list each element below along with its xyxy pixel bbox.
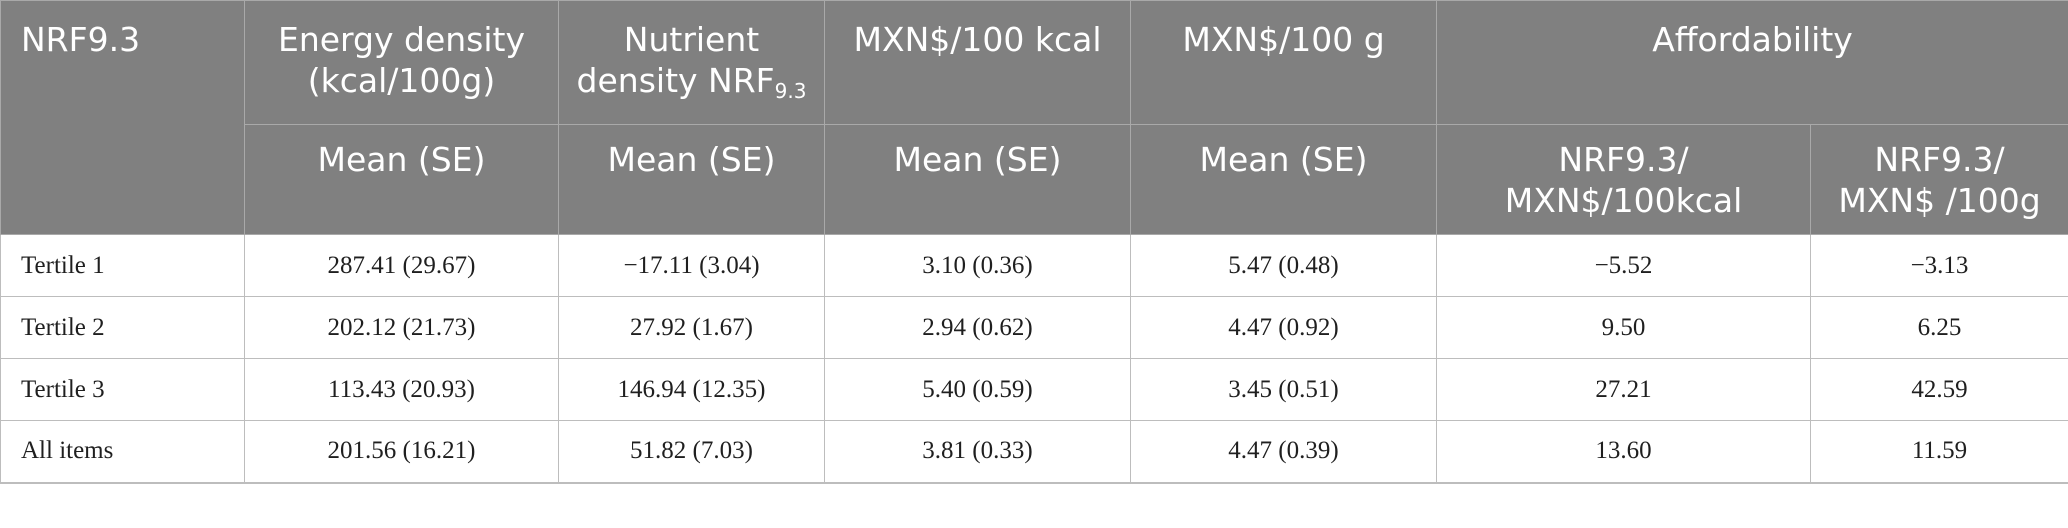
subheader-kcal-mean: Mean (SE): [824, 124, 1131, 235]
cell-per-kcal: 3.10 (0.36): [824, 234, 1131, 297]
cell-aff-g: −3.13: [1809, 234, 2068, 297]
subheader-nrf-mean: Mean (SE): [558, 124, 825, 235]
header-nutrient-density-subscript: 9.3: [774, 79, 807, 103]
cell-aff-g: 42.59: [1809, 358, 2068, 421]
row-label: All items: [0, 420, 245, 484]
cell-per-g: 4.47 (0.39): [1130, 420, 1437, 484]
header-nutrient-density: Nutrient density NRF9.3: [558, 0, 825, 125]
subheader-g-mean: Mean (SE): [1130, 124, 1437, 235]
cell-per-kcal: 2.94 (0.62): [824, 296, 1131, 359]
nrf-affordability-table: NRF9.3 Energy density (kcal/100g) Nutrie…: [0, 0, 2068, 484]
header-affordability: Affordability: [1435, 0, 2068, 125]
cell-per-g: 5.47 (0.48): [1130, 234, 1437, 297]
cell-aff-kcal: 9.50: [1436, 296, 1811, 359]
header-mxn-per-100kcal: MXN$/100 kcal: [824, 0, 1131, 125]
table-row: Tertile 1 287.41 (29.67) −17.11 (3.04) 3…: [0, 234, 2068, 297]
subheader-energy-mean: Mean (SE): [244, 124, 559, 235]
row-label: Tertile 1: [0, 234, 245, 297]
cell-nrf: 27.92 (1.67): [558, 296, 825, 359]
cell-per-kcal: 5.40 (0.59): [824, 358, 1131, 421]
table-body: Tertile 1 287.41 (29.67) −17.11 (3.04) 3…: [0, 234, 2068, 484]
cell-aff-g: 6.25: [1809, 296, 2068, 359]
cell-per-g: 3.45 (0.51): [1130, 358, 1437, 421]
header-row-2: Mean (SE) Mean (SE) Mean (SE) Mean (SE) …: [1, 124, 2068, 235]
row-label: Tertile 3: [0, 358, 245, 421]
table-row: Tertile 2 202.12 (21.73) 27.92 (1.67) 2.…: [0, 296, 2068, 359]
cell-energy: 287.41 (29.67): [244, 234, 559, 297]
cell-energy: 201.56 (16.21): [244, 420, 559, 484]
header-energy-density: Energy density (kcal/100g): [244, 0, 559, 125]
subheader-aff-kcal: NRF9.3/ MXN$/100kcal: [1436, 124, 1811, 235]
cell-per-g: 4.47 (0.92): [1130, 296, 1437, 359]
header-nutrient-density-label: Nutrient density NRF: [576, 20, 775, 100]
cell-aff-kcal: −5.52: [1436, 234, 1811, 297]
table-header: NRF9.3 Energy density (kcal/100g) Nutrie…: [0, 0, 2068, 235]
cell-aff-kcal: 13.60: [1436, 420, 1811, 484]
cell-nrf: 51.82 (7.03): [558, 420, 825, 484]
cell-aff-kcal: 27.21: [1436, 358, 1811, 421]
cell-per-kcal: 3.81 (0.33): [824, 420, 1131, 484]
cell-energy: 202.12 (21.73): [244, 296, 559, 359]
cell-nrf: 146.94 (12.35): [558, 358, 825, 421]
row-label: Tertile 2: [0, 296, 245, 359]
cell-aff-g: 11.59: [1809, 420, 2068, 484]
header-nrf93: NRF9.3: [0, 0, 245, 235]
table-row: All items 201.56 (16.21) 51.82 (7.03) 3.…: [0, 420, 2068, 484]
cell-nrf: −17.11 (3.04): [558, 234, 825, 297]
cell-energy: 113.43 (20.93): [244, 358, 559, 421]
table-row: Tertile 3 113.43 (20.93) 146.94 (12.35) …: [0, 358, 2068, 421]
header-row-1: NRF9.3 Energy density (kcal/100g) Nutrie…: [0, 0, 2068, 235]
header-mxn-per-100g: MXN$/100 g: [1130, 0, 1437, 125]
subheader-aff-g: NRF9.3/ MXN$ /100g: [1809, 124, 2068, 235]
